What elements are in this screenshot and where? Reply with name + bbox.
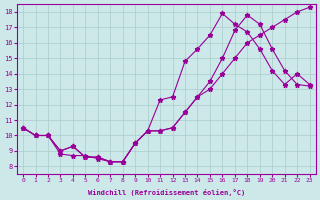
X-axis label: Windchill (Refroidissement éolien,°C): Windchill (Refroidissement éolien,°C) <box>88 189 245 196</box>
